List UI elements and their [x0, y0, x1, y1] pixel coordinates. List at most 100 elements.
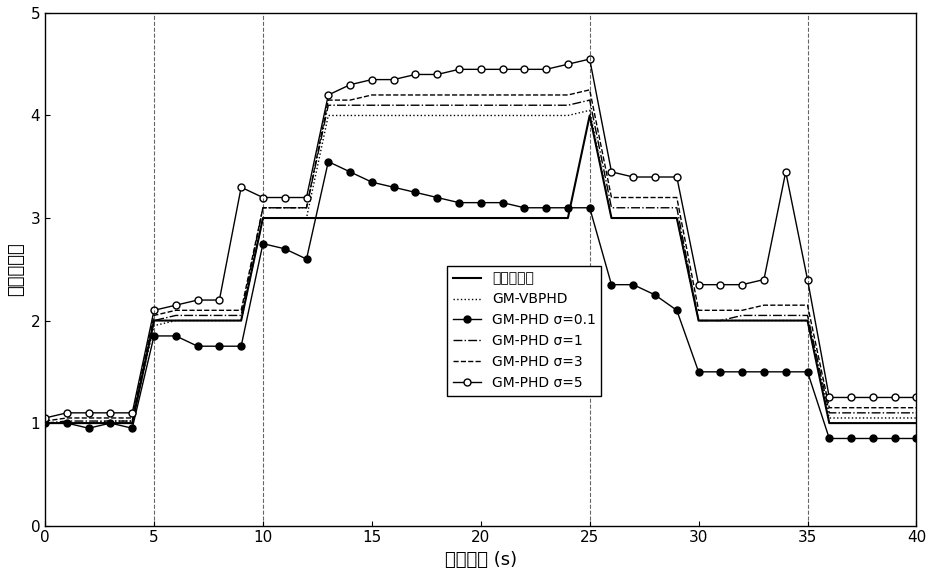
GM-PHD σ=0.1: [301, 256, 313, 263]
GM-PHD σ=0.1: [104, 420, 116, 427]
GM-VBPHD: [889, 415, 900, 422]
GM-PHD σ=1: [214, 312, 225, 319]
GM-PHD σ=3: [388, 92, 399, 98]
Line: GM-PHD σ=5: GM-PHD σ=5: [42, 56, 920, 422]
真实目标数: [214, 317, 225, 324]
X-axis label: 采样时刻 (s): 采样时刻 (s): [445, 551, 517, 569]
GM-PHD σ=1: [649, 204, 661, 211]
GM-PHD σ=3: [628, 194, 639, 201]
GM-VBPHD: [344, 112, 355, 119]
GM-VBPHD: [279, 215, 290, 222]
GM-PHD σ=3: [497, 92, 508, 98]
GM-VBPHD: [410, 112, 421, 119]
GM-PHD σ=1: [802, 312, 814, 319]
GM-PHD σ=0.1: [715, 369, 726, 376]
GM-PHD σ=1: [83, 418, 94, 425]
真实目标数: [235, 317, 246, 324]
GM-PHD σ=0.1: [671, 307, 682, 314]
GM-PHD σ=0.1: [83, 425, 94, 431]
真实目标数: [258, 215, 269, 222]
GM-PHD σ=3: [889, 404, 900, 411]
GM-PHD σ=3: [432, 92, 443, 98]
GM-PHD σ=0.1: [432, 194, 443, 201]
GM-VBPHD: [475, 112, 486, 119]
GM-VBPHD: [62, 420, 73, 427]
真实目标数: [104, 420, 116, 427]
GM-PHD σ=0.1: [214, 343, 225, 350]
GM-PHD σ=0.1: [410, 189, 421, 196]
GM-PHD σ=3: [736, 307, 747, 314]
GM-PHD σ=1: [911, 410, 922, 416]
GM-PHD σ=0.1: [344, 168, 355, 175]
GM-PHD σ=5: [845, 394, 856, 401]
GM-PHD σ=1: [628, 204, 639, 211]
GM-PHD σ=5: [453, 66, 465, 73]
真实目标数: [736, 317, 747, 324]
GM-PHD σ=1: [104, 418, 116, 425]
真实目标数: [584, 112, 595, 119]
真实目标数: [759, 317, 770, 324]
GM-PHD σ=5: [563, 60, 574, 67]
真实目标数: [780, 317, 791, 324]
GM-PHD σ=5: [104, 410, 116, 416]
GM-PHD σ=3: [301, 204, 313, 211]
GM-PHD σ=3: [192, 307, 203, 314]
真实目标数: [192, 317, 203, 324]
GM-PHD σ=3: [148, 312, 160, 319]
GM-PHD σ=0.1: [845, 435, 856, 442]
GM-PHD σ=3: [759, 302, 770, 309]
真实目标数: [410, 215, 421, 222]
GM-PHD σ=3: [519, 92, 530, 98]
GM-PHD σ=3: [214, 307, 225, 314]
GM-PHD σ=1: [39, 420, 50, 427]
GM-PHD σ=3: [540, 92, 551, 98]
GM-PHD σ=3: [693, 307, 704, 314]
GM-PHD σ=1: [279, 204, 290, 211]
GM-VBPHD: [715, 317, 726, 324]
GM-PHD σ=0.1: [475, 199, 486, 206]
GM-PHD σ=5: [519, 66, 530, 73]
GM-PHD σ=0.1: [584, 204, 595, 211]
GM-PHD σ=1: [388, 102, 399, 109]
真实目标数: [715, 317, 726, 324]
GM-PHD σ=3: [824, 404, 835, 411]
GM-PHD σ=0.1: [170, 332, 181, 339]
GM-PHD σ=1: [693, 317, 704, 324]
真实目标数: [540, 215, 551, 222]
真实目标数: [432, 215, 443, 222]
GM-PHD σ=0.1: [628, 281, 639, 288]
真实目标数: [606, 215, 617, 222]
GM-PHD σ=5: [301, 194, 313, 201]
GM-PHD σ=1: [62, 418, 73, 425]
GM-PHD σ=5: [759, 276, 770, 283]
GM-PHD σ=5: [62, 410, 73, 416]
GM-VBPHD: [301, 215, 313, 222]
GM-PHD σ=5: [868, 394, 879, 401]
GM-PHD σ=3: [83, 415, 94, 422]
GM-PHD σ=0.1: [497, 199, 508, 206]
GM-PHD σ=3: [671, 194, 682, 201]
真实目标数: [519, 215, 530, 222]
GM-PHD σ=0.1: [563, 204, 574, 211]
GM-PHD σ=3: [62, 415, 73, 422]
真实目标数: [148, 317, 160, 324]
GM-PHD σ=5: [148, 307, 160, 314]
GM-PHD σ=3: [367, 92, 378, 98]
GM-PHD σ=5: [432, 71, 443, 78]
GM-PHD σ=0.1: [889, 435, 900, 442]
Line: GM-PHD σ=1: GM-PHD σ=1: [45, 100, 916, 423]
GM-PHD σ=3: [475, 92, 486, 98]
GM-PHD σ=5: [780, 168, 791, 175]
GM-VBPHD: [83, 420, 94, 427]
GM-PHD σ=3: [649, 194, 661, 201]
GM-PHD σ=1: [410, 102, 421, 109]
GM-PHD σ=1: [258, 204, 269, 211]
GM-PHD σ=5: [671, 173, 682, 180]
GM-PHD σ=0.1: [62, 420, 73, 427]
Y-axis label: 目标数估计: 目标数估计: [7, 242, 25, 296]
GM-VBPHD: [802, 317, 814, 324]
GM-PHD σ=0.1: [540, 204, 551, 211]
GM-PHD σ=0.1: [868, 435, 879, 442]
真实目标数: [367, 215, 378, 222]
真实目标数: [301, 215, 313, 222]
